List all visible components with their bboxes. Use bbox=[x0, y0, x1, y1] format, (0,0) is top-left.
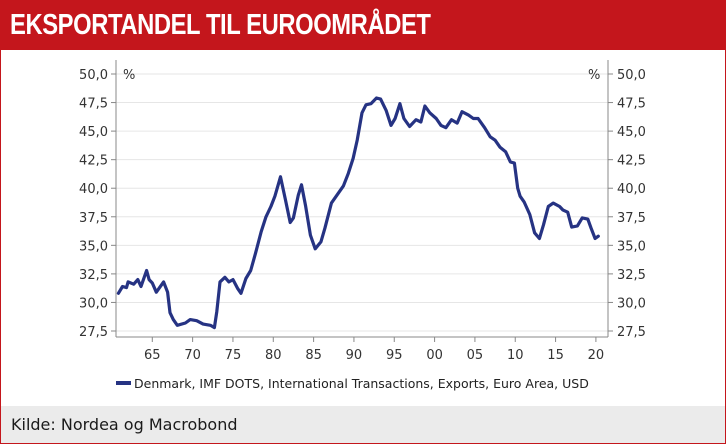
x-tick-label: 00 bbox=[426, 348, 443, 363]
y-tick-label-left: 45,0 bbox=[79, 125, 108, 140]
y-tick-label-right: 35,0 bbox=[617, 239, 646, 254]
y-unit-left-label: % bbox=[123, 68, 135, 83]
title-banner: EKSPORTANDEL TIL EUROOMRÅDET bbox=[0, 0, 726, 50]
series-line bbox=[116, 96, 600, 330]
y-tick-label-right: 30,0 bbox=[617, 296, 646, 311]
x-tick-label: 15 bbox=[547, 348, 564, 363]
y-tick-label-left: 40,0 bbox=[79, 182, 108, 197]
y-tick-label-right: 47,5 bbox=[617, 97, 646, 112]
y-tick-label-right: 32,5 bbox=[617, 268, 646, 283]
y-tick-label-left: 37,5 bbox=[79, 211, 108, 226]
legend-swatch bbox=[116, 381, 131, 385]
axes bbox=[115, 60, 609, 338]
y-axis-right: 27,5 30,0 32,5 35,0 37,5 40,0 42,5 45,0 47,5 50,0 bbox=[608, 68, 646, 340]
x-tick-label: 20 bbox=[588, 348, 605, 363]
source-footer: Kilde: Nordea og Macrobond bbox=[1, 406, 725, 443]
chart-title: EKSPORTANDEL TIL EUROOMRÅDET bbox=[10, 9, 431, 41]
y-tick-label-right: 45,0 bbox=[617, 125, 646, 140]
x-tick-label: 65 bbox=[144, 348, 161, 363]
y-tick-label-left: 47,5 bbox=[79, 97, 108, 112]
x-tick-label: 95 bbox=[386, 348, 403, 363]
x-tick-label: 70 bbox=[184, 348, 201, 363]
legend: Denmark, IMF DOTS, International Transac… bbox=[116, 376, 589, 391]
y-tick-label-left: 27,5 bbox=[79, 325, 108, 340]
x-tick-label: 85 bbox=[305, 348, 322, 363]
y-tick-label-left: 30,0 bbox=[79, 296, 108, 311]
y-tick-label-right: 50,0 bbox=[617, 68, 646, 83]
y-tick-label-right: 27,5 bbox=[617, 325, 646, 340]
legend-label: Denmark, IMF DOTS, International Transac… bbox=[134, 376, 589, 391]
gridlines bbox=[116, 73, 608, 332]
y-tick-label-left: 32,5 bbox=[79, 268, 108, 283]
x-tick-label: 75 bbox=[225, 348, 242, 363]
y-tick-label-left: 50,0 bbox=[79, 68, 108, 83]
y-tick-label-right: 42,5 bbox=[617, 154, 646, 169]
y-tick-label-right: 40,0 bbox=[617, 182, 646, 197]
x-axis: 65 70 75 80 85 90 95 00 05 10 15 20 bbox=[144, 337, 604, 363]
series-group bbox=[116, 96, 600, 330]
y-axis-left: 27,5 30,0 32,5 35,0 37,5 40,0 42,5 45,0 47,5 50,0 bbox=[79, 68, 116, 340]
x-tick-label: 80 bbox=[265, 348, 282, 363]
y-unit-right-label: % bbox=[588, 68, 600, 83]
y-tick-label-right: 37,5 bbox=[617, 211, 646, 226]
x-tick-label: 10 bbox=[507, 348, 524, 363]
source-text: Kilde: Nordea og Macrobond bbox=[11, 415, 238, 434]
x-tick-label: 05 bbox=[467, 348, 484, 363]
y-tick-label-left: 42,5 bbox=[79, 154, 108, 169]
x-tick-label: 90 bbox=[346, 348, 363, 363]
y-tick-label-left: 35,0 bbox=[79, 239, 108, 254]
